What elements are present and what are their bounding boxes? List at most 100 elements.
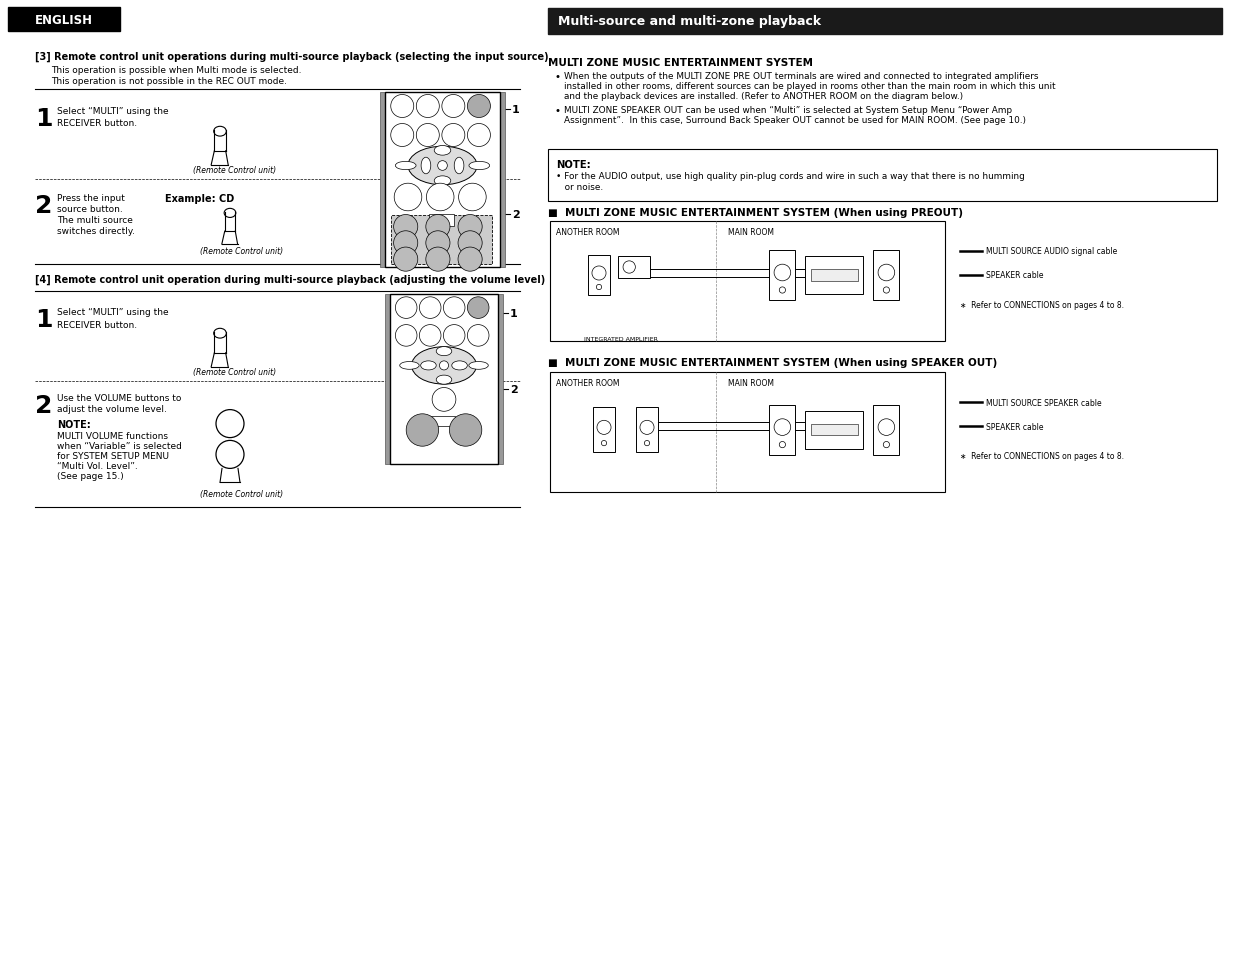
Text: (Remote Control unit): (Remote Control unit) [193,368,277,376]
Text: [3] Remote control unit operations during multi-source playback (selecting the i: [3] Remote control unit operations durin… [35,52,549,62]
Text: source button.: source button. [57,205,122,213]
Text: 1: 1 [35,308,52,332]
Circle shape [878,419,894,436]
Circle shape [644,441,649,446]
Text: When the outputs of the MULTI ZONE PRE OUT terminals are wired and connected to : When the outputs of the MULTI ZONE PRE O… [564,71,1039,81]
Text: INTEGRATED AMPLIFIER: INTEGRATED AMPLIFIER [584,336,658,341]
Circle shape [597,421,611,435]
Text: The multi source: The multi source [57,215,132,225]
Bar [550,373,945,493]
Bar [500,92,505,268]
Bar [769,251,795,301]
Text: when “Variable” is selected: when “Variable” is selected [57,441,182,451]
Text: ∗  Refer to CONNECTIONS on pages 4 to 8.: ∗ Refer to CONNECTIONS on pages 4 to 8. [960,452,1124,461]
Text: SPEAKER cable: SPEAKER cable [986,422,1044,431]
Circle shape [439,361,449,371]
Bar [380,92,385,268]
Text: Select “MULTI” using the
RECEIVER button.: Select “MULTI” using the RECEIVER button… [57,308,168,329]
Text: 1: 1 [512,105,520,115]
Circle shape [593,267,606,281]
Circle shape [468,95,490,118]
Text: Press the input: Press the input [57,193,125,203]
Circle shape [393,215,418,239]
Bar [390,294,499,464]
Ellipse shape [452,361,468,371]
Ellipse shape [224,209,236,218]
Text: Multi-source and multi-zone playback: Multi-source and multi-zone playback [558,15,821,29]
Bar [385,294,390,464]
Bar [391,215,492,264]
Circle shape [774,419,790,436]
Circle shape [443,297,465,319]
Circle shape [774,265,790,281]
Text: installed in other rooms, different sources can be played in rooms other than th: installed in other rooms, different sour… [564,82,1055,91]
Text: MULTI SOURCE SPEAKER cable: MULTI SOURCE SPEAKER cable [986,398,1102,407]
Circle shape [438,161,448,172]
Circle shape [216,410,244,438]
Text: MULTI SOURCE AUDIO signal cable: MULTI SOURCE AUDIO signal cable [986,247,1117,256]
Text: (Remote Control unit): (Remote Control unit) [200,490,283,498]
Text: and the playback devices are installed. (Refer to ANOTHER ROOM on the diagram be: and the playback devices are installed. … [564,91,964,101]
Circle shape [458,232,482,255]
Circle shape [442,125,465,148]
Ellipse shape [412,347,476,385]
Ellipse shape [408,147,477,186]
Bar [7,8,120,32]
Circle shape [878,265,894,281]
Circle shape [395,184,422,212]
Circle shape [779,288,785,294]
Text: MULTI ZONE MUSIC ENTERTAINMENT SYSTEM: MULTI ZONE MUSIC ENTERTAINMENT SYSTEM [548,58,813,68]
Bar [873,251,899,301]
Circle shape [393,232,418,255]
Circle shape [438,218,447,228]
Circle shape [426,232,450,255]
Circle shape [458,248,482,272]
Circle shape [442,95,465,118]
Circle shape [417,125,439,148]
Ellipse shape [434,176,450,187]
Bar [214,333,225,354]
Bar [429,215,454,227]
Circle shape [779,442,785,448]
Text: ENGLISH: ENGLISH [35,13,93,27]
Bar [811,270,857,281]
Bar [618,256,649,278]
Bar [811,424,857,436]
Ellipse shape [454,158,464,174]
Circle shape [417,95,439,118]
Ellipse shape [421,361,437,371]
Text: This operation is not possible in the REC OUT mode.: This operation is not possible in the RE… [51,77,287,86]
Ellipse shape [396,162,416,171]
Bar [225,213,235,232]
Bar [588,255,610,295]
Circle shape [459,184,486,212]
Text: MAIN ROOM: MAIN ROOM [727,228,774,236]
Text: 1: 1 [510,309,518,318]
Ellipse shape [214,329,226,338]
Bar [769,405,795,456]
Ellipse shape [400,362,419,370]
Text: ANOTHER ROOM: ANOTHER ROOM [555,228,620,236]
Ellipse shape [469,162,490,171]
Circle shape [458,215,482,239]
Circle shape [396,297,417,319]
Circle shape [427,184,454,212]
Ellipse shape [421,158,430,174]
Circle shape [468,297,489,319]
Text: for SYSTEM SETUP MENU: for SYSTEM SETUP MENU [57,452,169,460]
Text: • For the AUDIO output, use high quality pin-plug cords and wire in such a way t: • For the AUDIO output, use high quality… [555,172,1024,181]
Bar [593,408,615,453]
Text: (See page 15.): (See page 15.) [57,472,124,480]
Bar [214,131,225,152]
Bar [873,405,899,456]
Text: Select “MULTI” using the
RECEIVER button.: Select “MULTI” using the RECEIVER button… [57,107,168,129]
Text: ∗  Refer to CONNECTIONS on pages 4 to 8.: ∗ Refer to CONNECTIONS on pages 4 to 8. [960,301,1124,310]
Ellipse shape [214,127,226,137]
Text: This operation is possible when Multi mode is selected.: This operation is possible when Multi mo… [51,66,302,75]
Circle shape [419,297,442,319]
Circle shape [432,388,456,412]
Circle shape [391,125,413,148]
Circle shape [596,285,601,291]
Text: 2: 2 [35,394,52,417]
Text: ■  MULTI ZONE MUSIC ENTERTAINMENT SYSTEM (When using SPEAKER OUT): ■ MULTI ZONE MUSIC ENTERTAINMENT SYSTEM … [548,357,997,368]
